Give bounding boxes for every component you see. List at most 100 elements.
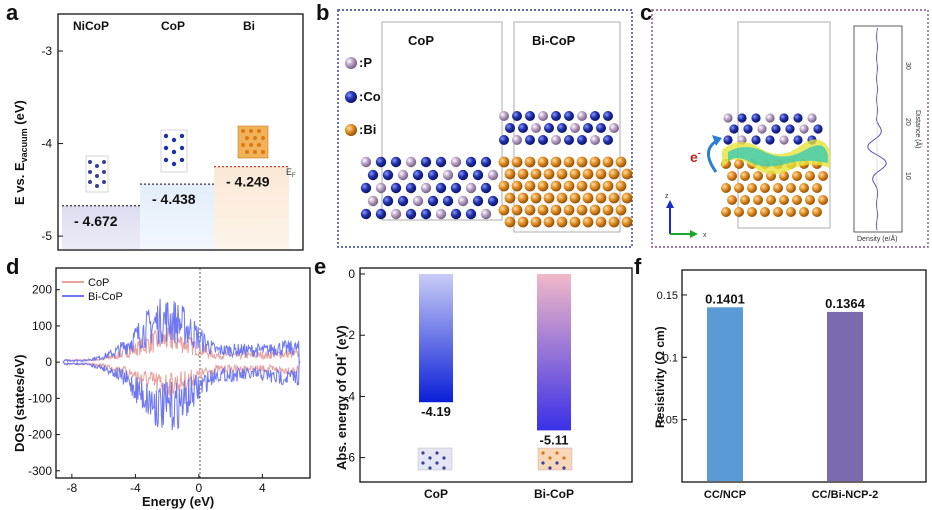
bi-atom: [517, 192, 529, 204]
co-atom: [397, 195, 409, 207]
bi-atom: [589, 180, 601, 192]
co-atom: [729, 124, 739, 134]
charge-density-cloud: [722, 139, 830, 175]
panel-e-ytick-label: 0: [348, 267, 355, 281]
bi-atom: [530, 168, 542, 180]
p-atom: [487, 169, 499, 181]
co-atom: [793, 135, 803, 145]
panel-d-ticks: -8 -4 0 4 200 100 0 -100 -200 -300: [28, 283, 266, 495]
co-atom: [771, 124, 781, 134]
bi-atom: [812, 207, 822, 217]
co-atom: [518, 123, 528, 133]
bi-atom: [753, 171, 763, 181]
panel-label-b: b: [316, 0, 329, 25]
bi-atom: [747, 183, 757, 193]
p-atom: [480, 208, 492, 220]
bi-atom: [753, 195, 763, 205]
bi-atom: [543, 216, 555, 228]
p-atom: [367, 195, 379, 207]
bi-atom: [576, 204, 588, 216]
co-atom: [405, 182, 417, 194]
co-atom: [564, 135, 574, 145]
panel-b: b CoP Bi-CoP :P :Co :Bi: [316, 0, 633, 248]
co-atom: [525, 135, 535, 145]
co-atom: [499, 135, 509, 145]
panel-e-bar: [537, 274, 571, 431]
bi-atom: [602, 156, 614, 168]
legend-bi-label: :Bi: [359, 122, 376, 137]
panel-a-bar: [62, 205, 140, 249]
bi-atom: [608, 216, 620, 228]
bi-atom: [498, 156, 510, 168]
co-atom: [813, 124, 823, 134]
co-atom: [564, 111, 574, 121]
bi-atom: [569, 168, 581, 180]
density-inset-frame: [853, 25, 903, 233]
panel-d-xtick-label: 0: [196, 481, 203, 495]
bi-cop-dos-curve: [62, 298, 301, 431]
co-atom: [785, 124, 795, 134]
co-atom: [390, 156, 402, 168]
bi-atom: [773, 183, 783, 193]
bi-atom: [524, 204, 536, 216]
p-atom: [450, 156, 462, 168]
charge-density-model: [721, 113, 828, 217]
co-atom: [757, 124, 767, 134]
panel-f-value-label: 0.1364: [825, 296, 866, 311]
bi-atom: [589, 204, 601, 216]
panel-e-bar: [419, 274, 453, 403]
co-atom: [538, 135, 548, 145]
panel-d-ytick-label: 100: [32, 319, 52, 333]
co-atom: [427, 169, 439, 181]
panel-c: c e- z x 30 20 10 Distance (Å) Density (…: [640, 0, 929, 248]
panel-f-ytick-label: 0.15: [657, 290, 678, 302]
co-atom: [765, 135, 775, 145]
bi-atom: [556, 216, 568, 228]
bi-atom: [727, 195, 737, 205]
bi-atom: [595, 216, 607, 228]
panel-e-value-label: -5.11: [540, 432, 569, 447]
panel-e-frame: [359, 267, 633, 483]
bi-atom: [792, 171, 802, 181]
co-atom: [382, 195, 394, 207]
panel-d-xtick-label: 4: [259, 481, 266, 495]
co-atom: [427, 195, 439, 207]
co-atom: [751, 113, 761, 123]
panel-a-yticks: -3 -4 -5: [41, 44, 63, 243]
axis-triad: z x: [665, 193, 707, 239]
bi-atom: [786, 207, 796, 217]
bi-atom: [595, 168, 607, 180]
bi-atom: [602, 204, 614, 216]
panel-label-a: a: [6, 0, 19, 25]
bi-atom: [734, 159, 744, 169]
panel-d-ytick-label: -300: [28, 464, 52, 478]
panel-e-ytick-label: -2: [344, 328, 355, 342]
co-atom: [472, 195, 484, 207]
panel-d-xtick-label: -8: [67, 481, 78, 495]
bi-atom: [734, 183, 744, 193]
panel-e-category-label: Bi-CoP: [534, 487, 574, 501]
co-atom: [360, 182, 372, 194]
p-atom: [551, 135, 561, 145]
bi-atom: [556, 168, 568, 180]
co-atom: [751, 135, 761, 145]
panel-f-ytick-label: 0.1: [663, 352, 678, 364]
panel-e-ytick-label: -6: [344, 451, 355, 465]
bi-atom: [818, 171, 828, 181]
bi-atom: [511, 180, 523, 192]
cop-structure-model: [360, 156, 499, 220]
panel-f-bar: [707, 307, 743, 481]
co-atom: [480, 156, 492, 168]
legend-bi-cop-label: Bi-CoP: [88, 291, 123, 303]
bi-atom: [734, 207, 744, 217]
co-atom: [450, 208, 462, 220]
panel-d-xlabel: Energy (eV): [142, 494, 214, 509]
co-atom: [412, 169, 424, 181]
bi-atom: [766, 195, 776, 205]
co-atom: [743, 124, 753, 134]
panel-d: d -8 -4 0 4 200 100 0 -100 -200 -300 CoP Bi-CoP D…: [6, 254, 311, 509]
bi-atom: [517, 216, 529, 228]
panel-e-ytick-label: -4: [344, 389, 355, 403]
